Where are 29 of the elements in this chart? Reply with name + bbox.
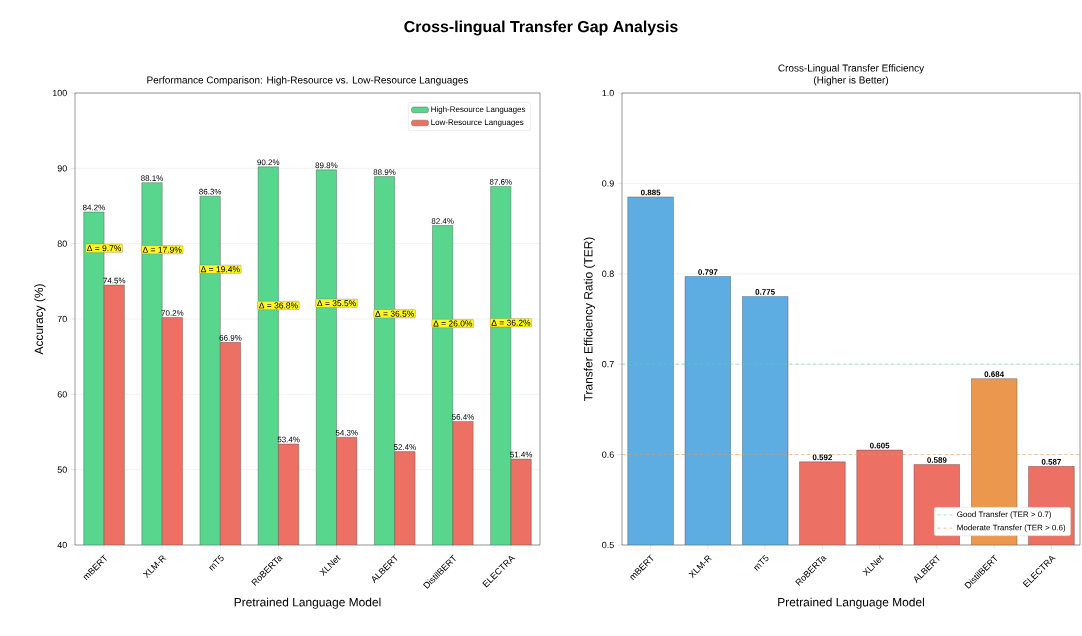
annotation: Δ = 19.4% xyxy=(200,266,240,273)
y-tick-label: 0.6 xyxy=(602,451,614,458)
annotation: Δ = 35.5% xyxy=(317,300,356,307)
y-tick-label: 100 xyxy=(52,89,67,97)
y-tick-label: 0.5 xyxy=(602,541,614,549)
chart-title: Cross-Lingual Transfer Efficiency xyxy=(778,64,925,74)
annotation: Δ = 36.8% xyxy=(259,302,298,309)
y-tick-label: 50 xyxy=(57,466,67,473)
y-tick-label: 80 xyxy=(57,240,67,247)
y-tick-label: 0.9 xyxy=(602,180,614,187)
chart-title: Cross-lingual Transfer Gap Analysis xyxy=(404,20,678,36)
chart-subtitle: (Higher is Better) xyxy=(813,76,889,86)
y-tick-label: 70 xyxy=(57,315,67,323)
y-tick-label: 60 xyxy=(57,391,67,398)
annotation: Δ = 36.5% xyxy=(375,310,415,317)
annotation: Δ = 36.2% xyxy=(491,319,531,326)
x-axis-title: Pretrained Language Model xyxy=(234,597,381,609)
annotation: Δ = 26.0% xyxy=(433,320,473,327)
y-tick-label: 40 xyxy=(57,541,67,549)
chart-subtitle: Performance Comparison: High-Resource vs. Low-Resource Languages xyxy=(147,76,469,86)
y-tick-label: 0.8 xyxy=(602,270,614,277)
annotation: Δ = 17.9% xyxy=(142,246,182,253)
y-axis-title: Transfer Efficiency Ratio (TER) xyxy=(583,237,595,402)
y-tick-label: 1.0 xyxy=(602,89,614,97)
y-tick-label: 0.7 xyxy=(602,361,614,368)
y-axis-title: Accuracy (%) xyxy=(34,284,46,355)
annotation: Δ = 9.7% xyxy=(87,245,122,252)
x-axis-title: Pretrained Language Model xyxy=(778,597,924,609)
y-tick-label: 90 xyxy=(57,165,67,172)
